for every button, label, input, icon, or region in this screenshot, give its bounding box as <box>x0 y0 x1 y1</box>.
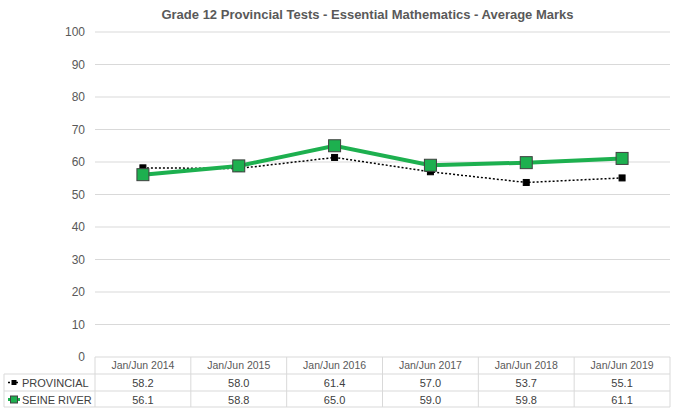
legend-label: SEINE RIVER <box>22 394 92 406</box>
table-value: 65.0 <box>324 394 345 406</box>
table-line <box>670 357 671 407</box>
table-value: 57.0 <box>420 377 441 389</box>
table-value: 58.8 <box>228 394 249 406</box>
grid-line <box>95 227 670 228</box>
chart: Grade 12 Provincial Tests - Essential Ma… <box>0 0 675 408</box>
table-value: 56.1 <box>132 394 153 406</box>
table-line <box>4 374 670 375</box>
table-line <box>478 357 479 407</box>
y-tick-label: 20 <box>72 285 86 299</box>
grid-line <box>95 64 670 65</box>
table-value: 61.1 <box>611 394 632 406</box>
y-tick-label: 90 <box>72 58 86 72</box>
marker <box>523 179 529 185</box>
marker <box>520 157 532 169</box>
y-tick-label: 60 <box>72 155 86 169</box>
x-tick-label: Jan/Jun 2016 <box>303 359 366 371</box>
grid-line <box>95 32 670 33</box>
legend-marker <box>11 396 18 403</box>
table-line <box>4 407 670 408</box>
legend-label: PROVINCIAL <box>22 377 89 389</box>
table-value: 59.0 <box>420 394 441 406</box>
marker <box>616 152 628 164</box>
grid-line <box>95 97 670 98</box>
table-value: 58.0 <box>228 377 249 389</box>
x-tick-label: Jan/Jun 2015 <box>207 359 270 371</box>
grid-line <box>95 324 670 325</box>
y-tick-label: 30 <box>72 253 86 267</box>
table-line <box>95 357 96 407</box>
y-tick-label: 70 <box>72 123 86 137</box>
table-value: 53.7 <box>516 377 537 389</box>
marker <box>137 169 149 181</box>
table-value: 61.4 <box>324 377 345 389</box>
grid-line <box>95 129 670 130</box>
y-tick-label: 50 <box>72 188 86 202</box>
table-line <box>4 391 670 392</box>
marker <box>424 159 436 171</box>
x-tick-label: Jan/Jun 2014 <box>111 359 174 371</box>
y-tick-label: 10 <box>72 318 86 332</box>
grid-line <box>95 259 670 260</box>
grid-line <box>95 194 670 195</box>
y-tick-label: 100 <box>65 25 85 39</box>
table-value: 58.2 <box>132 377 153 389</box>
marker <box>619 175 625 181</box>
legend-marker <box>12 381 16 385</box>
y-tick-label: 40 <box>72 220 86 234</box>
x-tick-label: Jan/Jun 2018 <box>495 359 558 371</box>
table-line <box>286 357 287 407</box>
table-value: 59.8 <box>516 394 537 406</box>
table-line <box>574 357 575 407</box>
table-line <box>190 357 191 407</box>
table-value: 55.1 <box>611 377 632 389</box>
title: Grade 12 Provincial Tests - Essential Ma… <box>161 7 573 22</box>
marker <box>329 140 341 152</box>
series-line <box>143 146 622 175</box>
marker <box>332 154 338 160</box>
y-tick-label: 80 <box>72 90 86 104</box>
plot-area <box>137 140 628 186</box>
x-tick-label: Jan/Jun 2019 <box>591 359 654 371</box>
x-tick-label: Jan/Jun 2017 <box>399 359 462 371</box>
marker <box>233 160 245 172</box>
table-line <box>382 357 383 407</box>
grid-line <box>95 292 670 293</box>
y-tick-label: 0 <box>78 350 85 364</box>
